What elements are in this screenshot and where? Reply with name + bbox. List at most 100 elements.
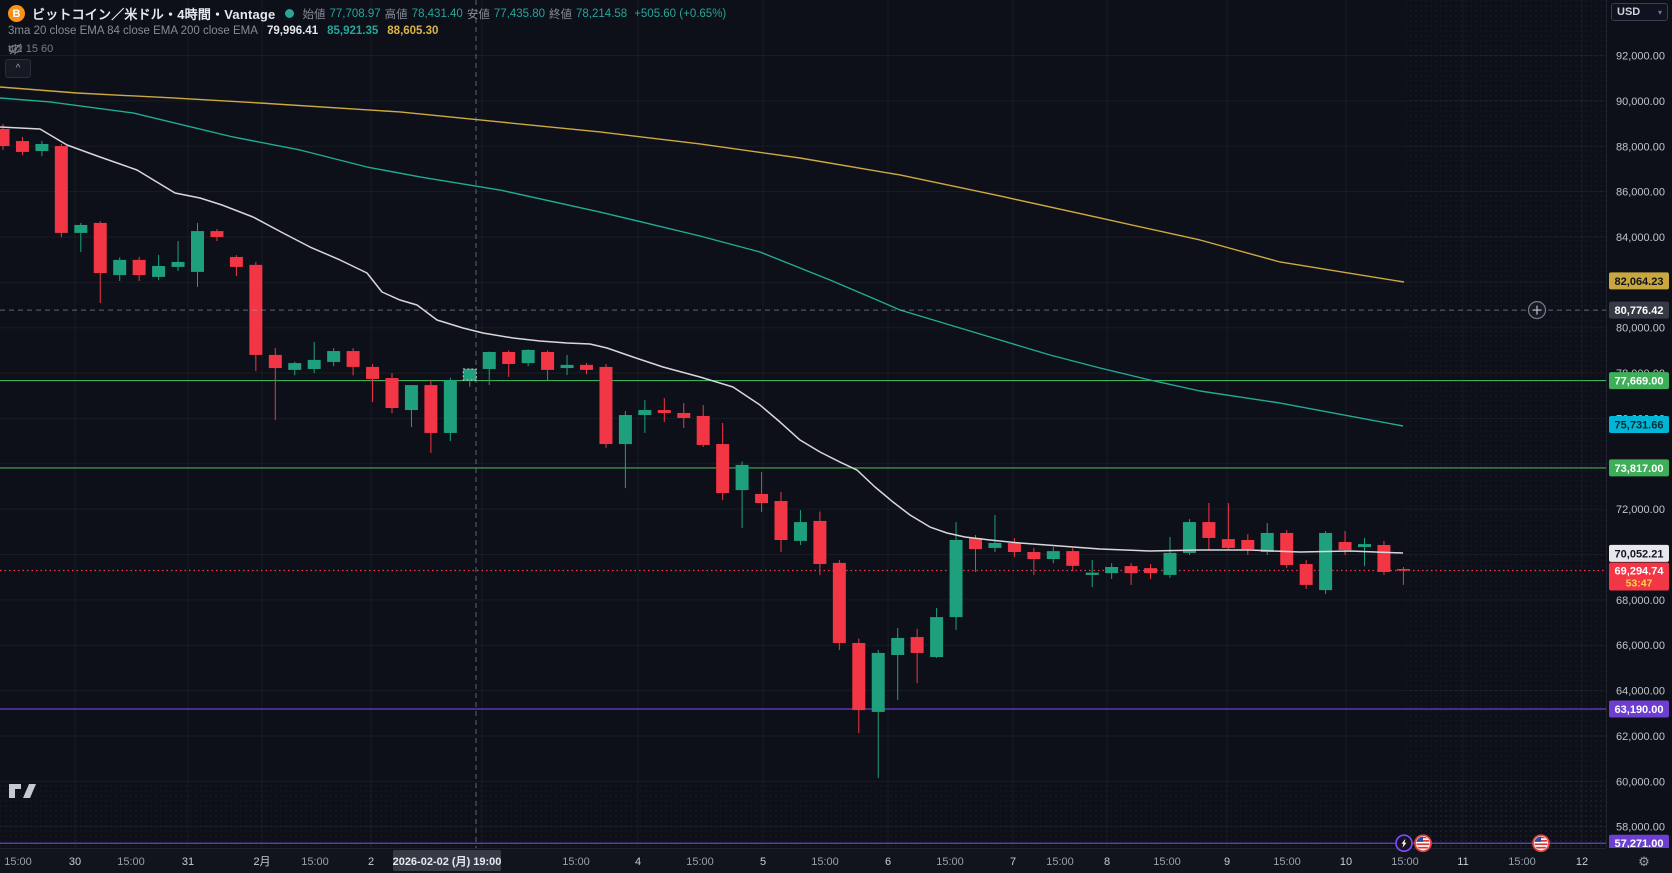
- candle-body[interactable]: [988, 542, 1002, 548]
- candle-body[interactable]: [560, 364, 574, 369]
- candle-body[interactable]: [74, 224, 88, 233]
- candle-body[interactable]: [1182, 522, 1196, 553]
- candle-body[interactable]: [152, 266, 166, 277]
- eye-hidden-icon[interactable]: [8, 43, 23, 55]
- candle-body[interactable]: [482, 351, 496, 369]
- tradingview-logo[interactable]: [8, 780, 38, 802]
- candle-body[interactable]: [288, 363, 302, 370]
- candle-body[interactable]: [346, 351, 360, 367]
- candle-body[interactable]: [1377, 544, 1391, 572]
- svg-text:63,190.00: 63,190.00: [1615, 704, 1664, 716]
- candles-layer[interactable]: [0, 124, 1410, 778]
- candle-body[interactable]: [366, 366, 380, 379]
- candle-body[interactable]: [1124, 566, 1138, 574]
- symbol-header[interactable]: B ビットコイン／米ドル・4時間・Vantage 始値 77,708.97 高値…: [8, 4, 726, 23]
- candle-body[interactable]: [657, 410, 671, 413]
- candle-body[interactable]: [716, 444, 730, 494]
- symbol-title[interactable]: ビットコイン／米ドル・4時間・Vantage: [32, 7, 276, 22]
- candle-body[interactable]: [502, 351, 516, 364]
- candle-body[interactable]: [969, 537, 982, 550]
- candle-body[interactable]: [15, 141, 29, 152]
- candle-body[interactable]: [1280, 532, 1294, 565]
- candle-body[interactable]: [1260, 532, 1274, 553]
- candle-body[interactable]: [1358, 544, 1371, 548]
- candle-body[interactable]: [1338, 542, 1352, 550]
- currency-dropdown[interactable]: USD ▾: [1611, 3, 1668, 21]
- candle-body[interactable]: [210, 231, 224, 237]
- time-axis-strip[interactable]: [0, 848, 1672, 873]
- indicator-legend[interactable]: 3ma 20 close EMA 84 close EMA 200 close …: [8, 25, 438, 37]
- ma20-value: 79,996.41: [266, 25, 319, 37]
- ema84-line[interactable]: [0, 97, 1404, 427]
- us-flag-event-icon[interactable]: [1532, 834, 1550, 853]
- candle-body[interactable]: [541, 351, 555, 370]
- candle-body[interactable]: [1144, 568, 1158, 574]
- candle-body[interactable]: [696, 415, 710, 445]
- candle-body[interactable]: [618, 415, 632, 445]
- candle-body[interactable]: [54, 146, 68, 233]
- level-badge: 57,271.00: [1609, 834, 1669, 852]
- candle-body[interactable]: [638, 410, 652, 416]
- candle-body[interactable]: [580, 364, 593, 370]
- candle-body[interactable]: [1066, 551, 1080, 566]
- candle-body[interactable]: [1046, 551, 1060, 560]
- selected-candle-body[interactable]: [462, 368, 477, 381]
- collapse-legend-button[interactable]: ^: [5, 59, 31, 78]
- candle-body[interactable]: [327, 351, 341, 362]
- candle-body[interactable]: [171, 261, 185, 267]
- candle-body[interactable]: [891, 637, 905, 655]
- candle-body[interactable]: [1105, 566, 1119, 574]
- open-label: 始値: [302, 8, 326, 21]
- candle-body[interactable]: [774, 500, 788, 540]
- candle-body[interactable]: [755, 493, 769, 504]
- candle-body[interactable]: [424, 385, 438, 433]
- horizontal-price-lines[interactable]: [0, 379, 1606, 844]
- candle-body[interactable]: [599, 366, 613, 445]
- candle-body[interactable]: [832, 562, 846, 643]
- candle-body[interactable]: [871, 652, 885, 712]
- candle-body[interactable]: [677, 412, 691, 418]
- candle-body[interactable]: [1163, 552, 1177, 575]
- candle-body[interactable]: [1007, 542, 1021, 553]
- candle-body[interactable]: [735, 464, 749, 491]
- candle-body[interactable]: [910, 637, 924, 653]
- candle-body[interactable]: [1027, 552, 1041, 560]
- ema200-line[interactable]: [0, 86, 1405, 283]
- ma20-line[interactable]: [0, 126, 1404, 554]
- candle-body[interactable]: [307, 359, 321, 369]
- lightning-event-icon[interactable]: [1395, 834, 1413, 853]
- candle-body[interactable]: [1319, 532, 1333, 591]
- candle-body[interactable]: [1299, 564, 1313, 585]
- svg-text:60,000.00: 60,000.00: [1616, 776, 1665, 788]
- candle-body[interactable]: [930, 617, 944, 658]
- svg-text:53:47: 53:47: [1626, 578, 1653, 590]
- candle-body[interactable]: [113, 259, 127, 276]
- indicator-lines: [0, 86, 1405, 427]
- candle-body[interactable]: [521, 349, 535, 364]
- candle-body[interactable]: [191, 231, 204, 272]
- candle-body[interactable]: [443, 380, 457, 433]
- candle-body[interactable]: [1085, 572, 1099, 575]
- us-flag-event-icon[interactable]: [1414, 834, 1432, 853]
- timezone-settings-button[interactable]: ⚙: [1638, 854, 1650, 869]
- candle-body[interactable]: [1221, 539, 1235, 548]
- candle-body[interactable]: [229, 256, 243, 267]
- candle-body[interactable]: [385, 378, 399, 408]
- svg-text:66,000.00: 66,000.00: [1616, 640, 1665, 652]
- candle-body[interactable]: [93, 222, 107, 274]
- candle-body[interactable]: [1241, 539, 1255, 550]
- candle-body[interactable]: [35, 143, 49, 152]
- candle-body[interactable]: [852, 642, 866, 711]
- candle-body[interactable]: [793, 522, 807, 541]
- candle-body[interactable]: [132, 259, 146, 276]
- candle-body[interactable]: [0, 129, 10, 147]
- candle-body[interactable]: [404, 385, 418, 411]
- candle-body[interactable]: [949, 539, 963, 618]
- candle-body[interactable]: [268, 354, 282, 369]
- hidden-indicator-row[interactable]: ttj2 15 60: [8, 43, 53, 55]
- candle-body[interactable]: [1396, 569, 1410, 571]
- candle-body[interactable]: [1202, 522, 1216, 538]
- candle-body[interactable]: [813, 520, 827, 565]
- add-alert-plus-button[interactable]: [1527, 300, 1547, 320]
